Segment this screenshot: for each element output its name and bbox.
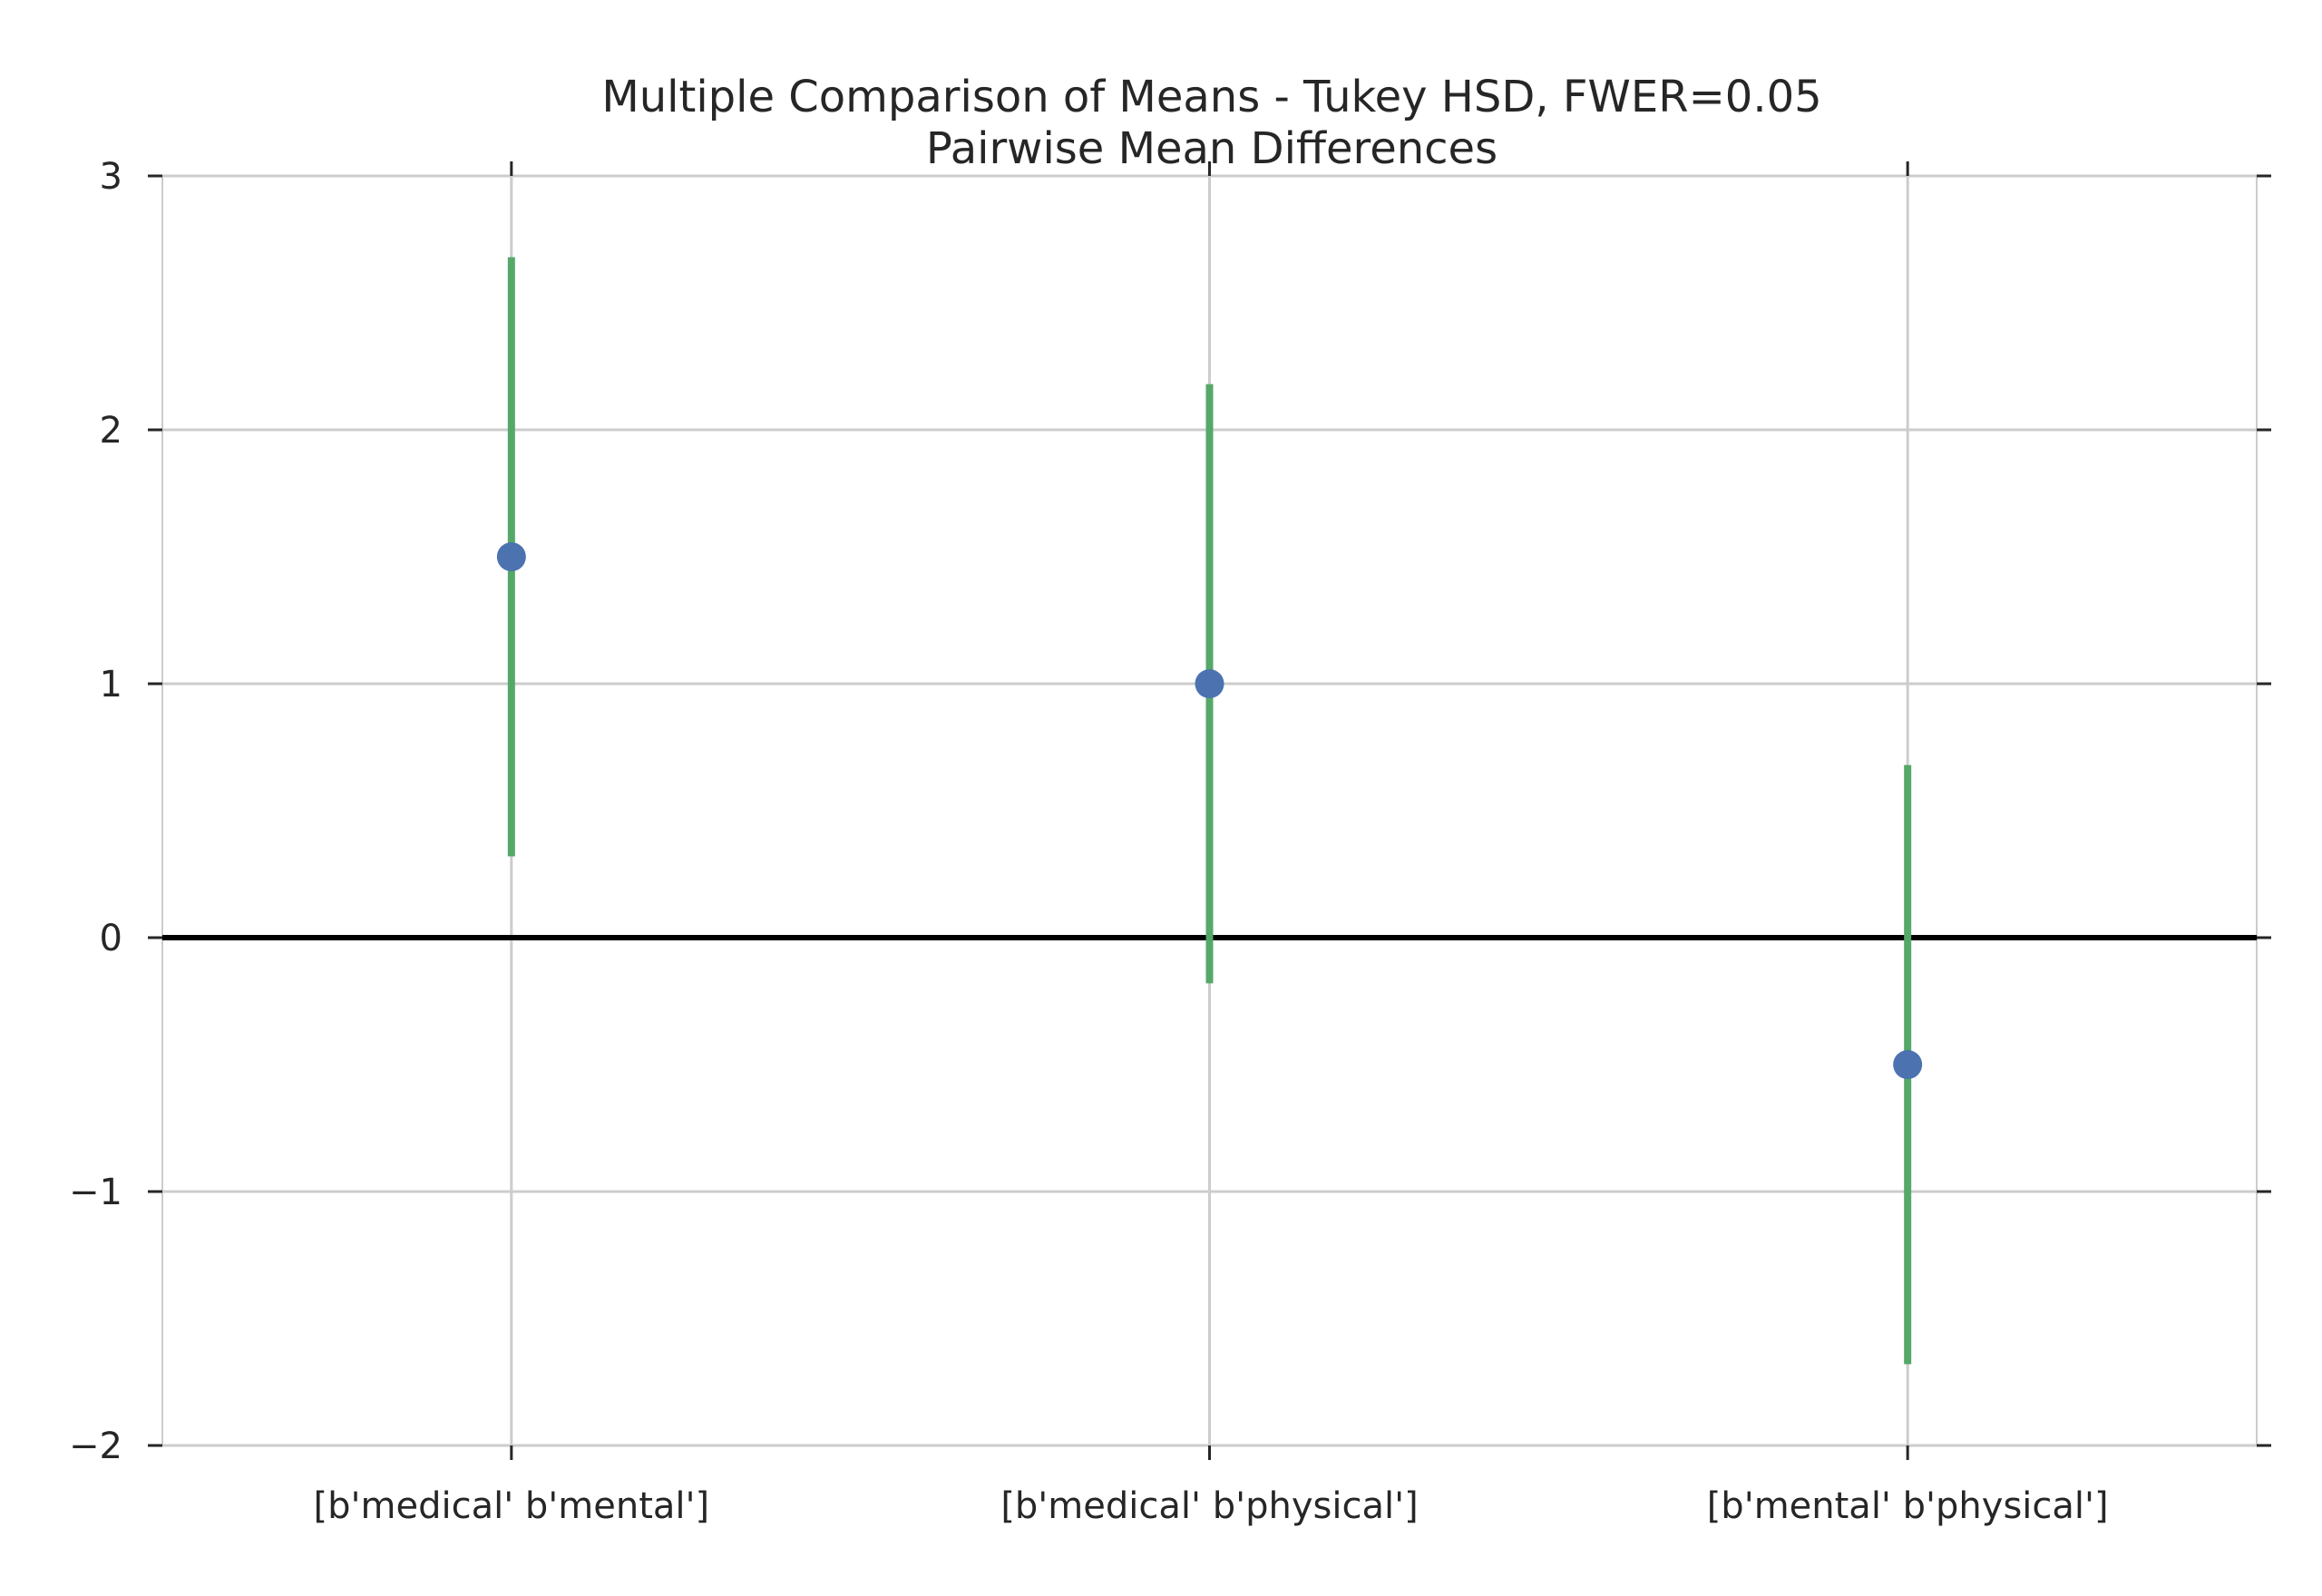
x-tick-label: [b'medical' b'physical'] — [1000, 1485, 1418, 1527]
chart-title: Multiple Comparison of Means - Tukey HSD… — [601, 72, 1821, 122]
x-tick-label: [b'medical' b'mental'] — [314, 1485, 710, 1527]
x-axis-tick-labels: [b'medical' b'mental'] [b'medical' b'phys… — [314, 1485, 2109, 1527]
y-tick-label: 1 — [100, 664, 122, 706]
y-tick-label: −1 — [69, 1172, 122, 1213]
chart-subtitle: Pairwise Mean Differences — [926, 123, 1498, 174]
y-tick-label: −2 — [69, 1426, 122, 1467]
x-tick-label: [b'mental' b'physical'] — [1707, 1485, 2109, 1527]
y-tick-label: 2 — [100, 410, 122, 452]
axis-ticks — [148, 161, 2271, 1460]
y-tick-label: 3 — [100, 156, 122, 198]
mean-difference-points — [496, 542, 1923, 1079]
y-tick-label: 0 — [100, 918, 122, 959]
mean-point-2 — [1893, 1050, 1923, 1079]
mean-point-1 — [1195, 669, 1224, 698]
mean-point-0 — [496, 542, 526, 571]
y-axis-tick-labels: −2 −1 0 1 2 3 — [69, 156, 122, 1467]
